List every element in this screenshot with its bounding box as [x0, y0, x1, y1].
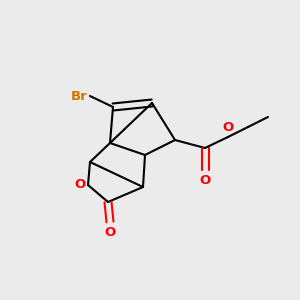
Text: O: O — [222, 121, 234, 134]
Text: Br: Br — [71, 89, 88, 103]
Text: O: O — [200, 174, 211, 187]
Text: O: O — [75, 178, 86, 191]
Text: O: O — [104, 226, 116, 239]
